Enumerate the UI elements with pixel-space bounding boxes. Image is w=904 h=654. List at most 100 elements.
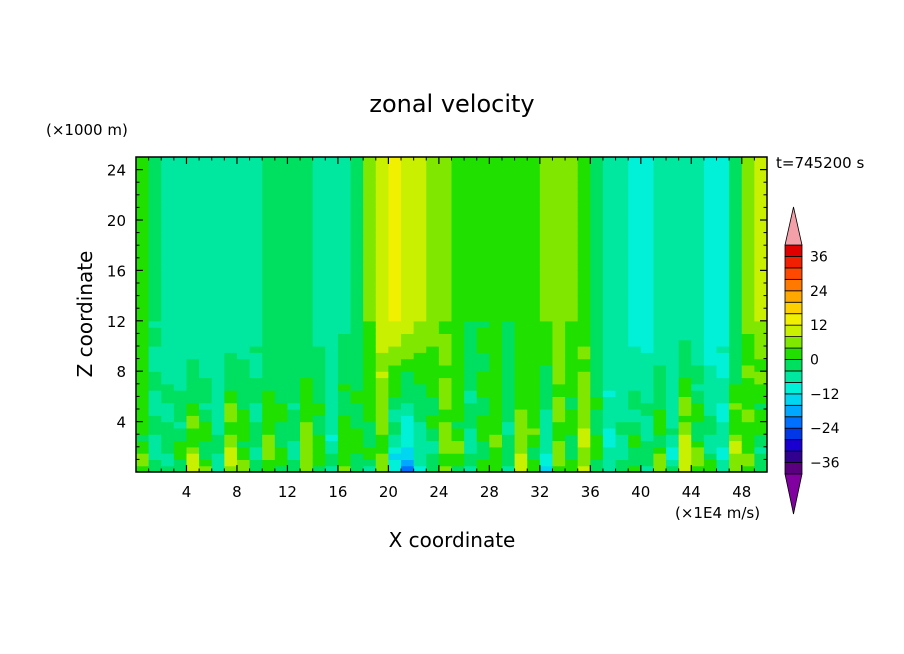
heat-cell — [363, 283, 377, 290]
heat-cell — [148, 364, 162, 372]
colorbar-swatch — [784, 370, 803, 383]
heat-cell — [577, 251, 591, 259]
heat-cell — [577, 257, 591, 265]
heat-cell — [211, 238, 225, 246]
heat-cell — [577, 465, 591, 472]
heat-cell — [388, 358, 402, 366]
heat-cell — [350, 232, 364, 240]
heat-cell — [350, 346, 364, 353]
heat-cell — [173, 396, 188, 404]
heat-cell — [363, 276, 377, 284]
heat-cell — [754, 314, 767, 322]
heat-cell — [628, 440, 642, 448]
heat-cell — [350, 226, 364, 234]
heat-cell — [703, 320, 718, 328]
heat-cell — [691, 276, 705, 284]
heat-cell — [186, 175, 200, 183]
heat-cell — [312, 276, 326, 284]
heat-cell — [602, 226, 617, 234]
heat-cell — [615, 346, 629, 353]
heat-cell — [514, 289, 528, 297]
heat-cell — [716, 289, 730, 297]
heat-cell — [628, 434, 642, 442]
heat-cell — [413, 320, 427, 328]
heat-cell — [249, 314, 263, 322]
heat-cell — [186, 182, 200, 190]
heat-cell — [148, 320, 162, 328]
heat-cell — [539, 465, 554, 472]
heat-cell — [476, 314, 490, 322]
colorbar-swatch — [784, 244, 803, 257]
heat-cell — [375, 182, 389, 190]
heat-cell — [211, 390, 225, 397]
heat-cell — [527, 465, 541, 472]
heat-cell — [325, 346, 339, 353]
heat-cell — [363, 346, 377, 353]
heat-cell — [148, 207, 162, 215]
heat-cell — [325, 434, 339, 442]
heat-cell — [312, 402, 326, 410]
heat-cell — [236, 232, 251, 240]
heat-cell — [136, 333, 150, 341]
heat-cell — [136, 245, 150, 253]
heat-cell — [653, 333, 667, 341]
heat-cell — [653, 421, 667, 429]
heat-cell — [337, 213, 352, 221]
heat-cell — [501, 283, 516, 290]
heat-cell — [312, 314, 326, 322]
heat-cell — [552, 327, 566, 334]
heat-cell — [224, 308, 238, 316]
heat-cell — [754, 283, 767, 290]
heat-cell — [173, 251, 188, 259]
heat-cell — [716, 421, 730, 429]
heat-cell — [628, 415, 642, 423]
heat-cell — [539, 402, 554, 410]
heat-cell — [312, 465, 326, 472]
heat-cell — [754, 245, 767, 253]
heat-cell — [716, 320, 730, 328]
heat-cell — [300, 327, 314, 334]
heat-cell — [590, 339, 604, 347]
heat-cell — [590, 207, 604, 215]
heat-cell — [464, 283, 478, 290]
heat-cell — [312, 207, 326, 215]
heat-cell — [350, 371, 364, 379]
heat-cell — [476, 453, 490, 460]
heat-cell — [476, 421, 490, 429]
heat-cell — [337, 459, 352, 467]
heat-cell — [552, 169, 566, 177]
heat-cell — [388, 238, 402, 246]
heat-cell — [476, 308, 490, 316]
heat-cell — [590, 270, 604, 278]
heat-cell — [451, 188, 465, 196]
heat-cell — [337, 257, 352, 265]
colorbar-swatch — [784, 404, 803, 418]
heat-cell — [388, 415, 402, 423]
heat-cell — [653, 459, 667, 467]
heat-cell — [300, 371, 314, 379]
heat-cell — [678, 257, 692, 265]
heat-cell — [628, 169, 642, 177]
heat-cell — [552, 415, 566, 423]
heat-cell — [236, 257, 251, 265]
heat-cell — [173, 289, 188, 297]
heat-cell — [577, 207, 591, 215]
heat-cell — [426, 220, 440, 227]
heat-cell — [375, 270, 389, 278]
heat-cell — [678, 264, 692, 271]
heat-cell — [426, 390, 440, 397]
heat-cell — [438, 207, 453, 215]
heat-cell — [691, 434, 705, 442]
heat-cell — [199, 157, 213, 164]
heat-cell — [716, 251, 730, 259]
heat-cell — [236, 453, 251, 460]
heat-cell — [262, 383, 276, 391]
heat-cell — [274, 377, 289, 385]
heat-cell — [741, 409, 755, 416]
heat-cell — [691, 358, 705, 366]
heat-cell — [325, 396, 339, 404]
heat-cell — [211, 289, 225, 297]
heat-cell — [249, 238, 263, 246]
heat-cell — [262, 446, 276, 454]
heat-cell — [489, 245, 503, 253]
